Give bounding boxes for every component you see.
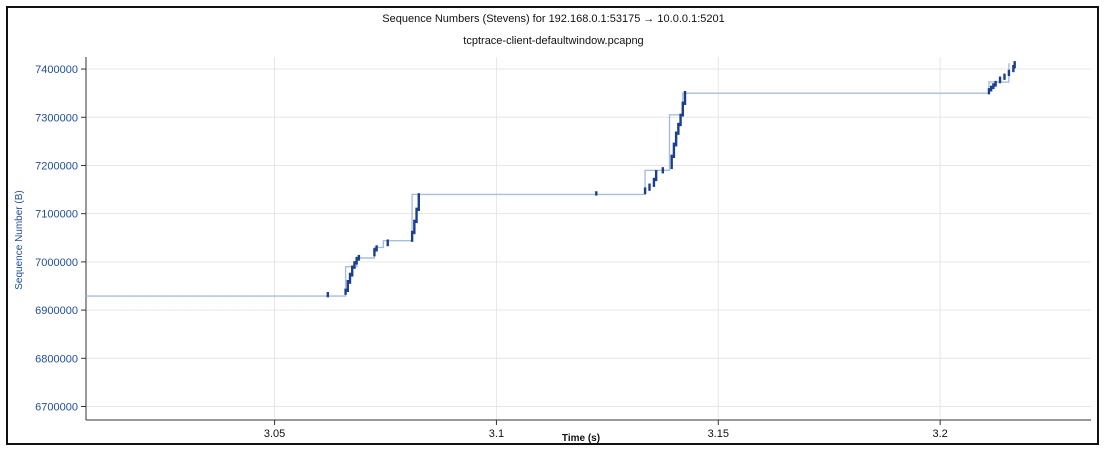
- y-tick-label: 6900000: [35, 305, 78, 317]
- y-axis-label: Sequence Number (B): [14, 190, 25, 290]
- chart-title: Sequence Numbers (Stevens) for 192.168.0…: [382, 13, 725, 25]
- grid-lines: [86, 57, 1091, 420]
- chart-frame: [6, 6, 1099, 445]
- axes: [81, 57, 1091, 425]
- x-tick-label: 3.05: [264, 428, 285, 440]
- y-tick-label: 7000000: [35, 257, 78, 269]
- y-tick-label: 7200000: [35, 160, 78, 172]
- data-marks: [86, 61, 1016, 298]
- y-tick-label: 7100000: [35, 209, 78, 221]
- y-tick-label: 7300000: [35, 112, 78, 124]
- x-tick-label: 3.2: [932, 428, 947, 440]
- x-tick-label: 3.15: [708, 428, 729, 440]
- y-tick-label: 7400000: [35, 64, 78, 76]
- sequence-line: [86, 63, 1010, 297]
- x-axis-label: Time (s): [562, 433, 600, 444]
- chart-subtitle: tcptrace-client-defaultwindow.pcapng: [463, 35, 644, 47]
- y-tick-label: 6800000: [35, 353, 78, 365]
- x-tick-label: 3.1: [489, 428, 504, 440]
- y-tick-label: 6700000: [35, 402, 78, 414]
- tick-labels: 6700000 6800000 6900000 7000000 7100000 72000…: [35, 64, 948, 440]
